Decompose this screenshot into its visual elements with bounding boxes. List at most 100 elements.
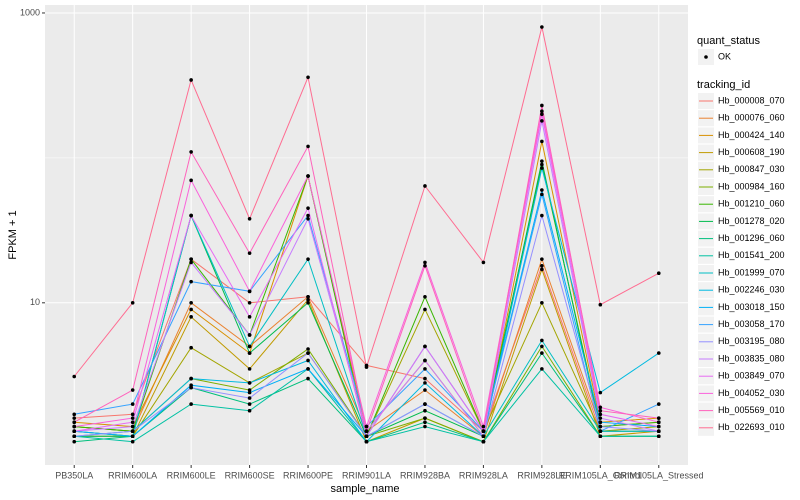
data-point [423, 416, 427, 420]
data-point [540, 159, 544, 163]
data-point [423, 376, 427, 381]
data-point [189, 307, 193, 312]
data-point [598, 412, 603, 417]
data-point [656, 351, 661, 355]
legend-label: Hb_000847_030 [718, 164, 785, 174]
data-point [481, 434, 486, 439]
legend-label: Hb_002246_030 [718, 285, 785, 295]
data-point [423, 402, 427, 406]
data-point [130, 388, 135, 392]
data-point [247, 251, 252, 255]
data-point [306, 213, 310, 218]
data-point [656, 429, 661, 434]
legend-label: Hb_000076_060 [718, 113, 785, 123]
data-point [540, 112, 544, 117]
data-point [306, 358, 310, 363]
legend-label: Hb_003018_150 [718, 302, 785, 312]
x-tick-label: RRIM105LA_Stressed [614, 470, 704, 480]
legend-point [704, 55, 708, 59]
x-tick-label: PB350LA [55, 470, 93, 480]
data-point [72, 439, 77, 444]
data-point [72, 429, 77, 434]
data-point [247, 367, 252, 371]
data-point [423, 260, 427, 265]
data-point [540, 139, 544, 144]
data-point [540, 119, 544, 123]
data-point [247, 301, 252, 305]
data-point [540, 264, 544, 268]
x-tick-label: RRIM901LA [342, 470, 391, 480]
data-point [481, 429, 486, 434]
data-point [598, 390, 603, 395]
data-point [189, 376, 193, 381]
data-point [189, 178, 193, 183]
legend-label: Hb_004052_030 [718, 388, 785, 398]
data-point [247, 351, 252, 355]
legend-label: Hb_005569_010 [718, 405, 785, 415]
data-point [598, 302, 603, 307]
data-point [598, 429, 603, 434]
data-point [306, 301, 310, 305]
data-point [364, 424, 369, 429]
legend-label: Hb_001210_060 [718, 199, 785, 209]
data-point [423, 408, 427, 413]
data-point [189, 385, 193, 390]
x-tick-label: RRIM600SE [225, 470, 275, 480]
data-point [540, 344, 544, 349]
data-point [656, 271, 661, 276]
x-tick-label: RRIM600LE [167, 470, 216, 480]
x-tick-label: RRIM600LA [108, 470, 157, 480]
data-point [423, 367, 427, 371]
data-point [247, 390, 252, 395]
data-point [72, 424, 77, 429]
legend-label: Hb_000424_140 [718, 130, 785, 140]
data-point [540, 25, 544, 29]
legend-label: Hb_001541_200 [718, 250, 785, 260]
data-point [130, 402, 135, 406]
data-point [540, 267, 544, 272]
data-point [306, 174, 310, 178]
data-point [130, 416, 135, 420]
data-point [540, 213, 544, 218]
data-point [306, 75, 310, 80]
data-point [189, 301, 193, 305]
data-point [189, 345, 193, 350]
data-point [306, 376, 310, 381]
data-point [130, 439, 135, 444]
legend-title: quant_status [697, 35, 760, 47]
data-point [72, 434, 77, 439]
data-point [189, 260, 193, 265]
data-point [306, 144, 310, 149]
legend-label: Hb_000984_160 [718, 181, 785, 191]
data-point [423, 264, 427, 268]
data-point [72, 374, 77, 379]
data-point [598, 434, 603, 439]
data-point [423, 420, 427, 425]
data-point [540, 301, 544, 305]
legend-title: tracking_id [697, 79, 750, 91]
legend-label: Hb_001296_060 [718, 233, 785, 243]
legend-label: Hb_003058_170 [718, 319, 785, 329]
data-point [423, 344, 427, 349]
data-point [540, 166, 544, 170]
data-point [247, 402, 252, 406]
data-point [306, 347, 310, 351]
data-point [656, 420, 661, 425]
data-point [130, 301, 135, 305]
legend-label: Hb_003849_070 [718, 371, 785, 381]
data-point [481, 439, 486, 444]
data-point [481, 424, 486, 429]
legend-label: Hb_001999_070 [718, 267, 785, 277]
data-point [540, 257, 544, 261]
data-point [247, 289, 252, 294]
data-point [598, 420, 603, 425]
data-point [189, 150, 193, 154]
data-point [423, 424, 427, 429]
data-point [72, 420, 77, 425]
legend-label: Hb_022693_010 [718, 422, 785, 432]
data-point [540, 192, 544, 197]
x-tick-label: RRIM928LA [459, 470, 508, 480]
data-point [540, 188, 544, 192]
data-point [598, 408, 603, 413]
